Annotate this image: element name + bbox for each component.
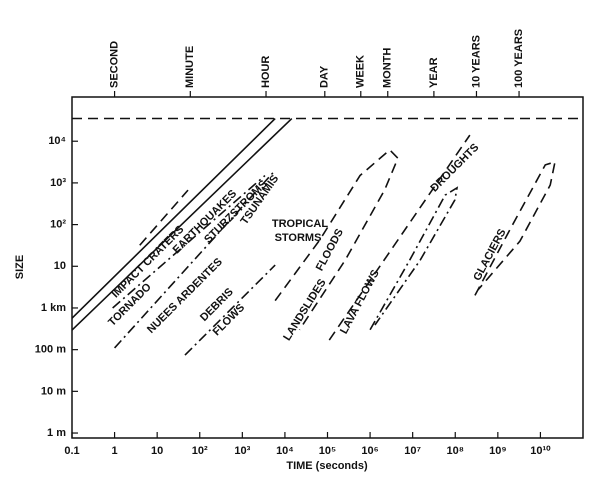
feature-line	[369, 186, 459, 331]
feature-line	[71, 117, 293, 331]
x-tick-label: 0.1	[64, 445, 79, 457]
feature-line	[474, 160, 557, 296]
x-tick-label: 10	[151, 445, 163, 457]
y-tick-label: 100 m	[35, 344, 66, 356]
top-tick-label: HOUR	[260, 56, 272, 88]
top-tick-label: WEEK	[355, 55, 367, 88]
x-tick-label: 10¹⁰	[530, 445, 551, 457]
y-tick-label: 1 km	[41, 302, 66, 314]
annotation: LANDSLIDES	[281, 277, 328, 343]
x-tick-label: 10⁷	[404, 445, 421, 457]
top-tick-label: 10 YEARS	[470, 35, 482, 88]
annotation: STORMS	[275, 232, 322, 244]
top-tick-label: YEAR	[428, 57, 440, 88]
y-tick-label: 10³	[50, 177, 66, 189]
x-axis-label: TIME (seconds)	[286, 460, 368, 472]
top-tick-label: MONTH	[382, 48, 394, 88]
annotation: LAVA FLOWS	[338, 268, 382, 336]
x-tick-label: 10⁴	[276, 445, 294, 457]
x-tick-label: 10⁶	[361, 445, 378, 457]
x-tick-label: 10³	[234, 445, 250, 457]
x-tick-label: 1	[112, 445, 118, 457]
top-tick-label: DAY	[319, 65, 331, 88]
feature-line	[112, 174, 266, 309]
x-tick-label: 10⁸	[447, 445, 464, 457]
annotation: NUEES ARDENTES	[145, 256, 225, 336]
y-tick-label: 10⁴	[48, 135, 66, 147]
annotation: TROPICAL	[272, 218, 329, 230]
annotation: GLACIERS	[471, 227, 508, 283]
top-tick-label: MINUTE	[184, 46, 196, 88]
feature-line	[184, 264, 276, 356]
annotation: DROUGHTS	[428, 141, 481, 194]
x-tick-label: 10⁹	[489, 445, 506, 457]
top-tick-label: SECOND	[108, 41, 120, 88]
feature-line	[139, 189, 189, 246]
y-tick-label: 10²	[50, 218, 66, 230]
y-axis-label: SIZE	[14, 255, 26, 279]
x-tick-label: 10²	[192, 445, 208, 457]
top-tick-label: 100 YEARS	[513, 29, 525, 88]
feature-line	[328, 134, 471, 341]
y-tick-label: 10	[54, 260, 66, 272]
feature-line	[274, 148, 399, 331]
y-tick-label: 1 m	[47, 427, 66, 439]
feature-line	[71, 117, 276, 319]
y-tick-label: 10 m	[41, 385, 66, 397]
x-tick-label: 10⁵	[319, 445, 336, 457]
